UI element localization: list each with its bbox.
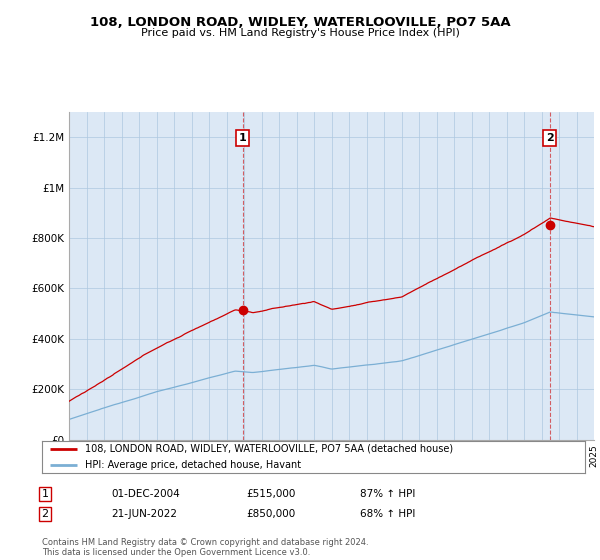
Text: 87% ↑ HPI: 87% ↑ HPI <box>360 489 415 499</box>
Text: 108, LONDON ROAD, WIDLEY, WATERLOOVILLE, PO7 5AA (detached house): 108, LONDON ROAD, WIDLEY, WATERLOOVILLE,… <box>85 444 454 454</box>
Text: 2: 2 <box>41 509 49 519</box>
Text: 21-JUN-2022: 21-JUN-2022 <box>111 509 177 519</box>
Text: HPI: Average price, detached house, Havant: HPI: Average price, detached house, Hava… <box>85 460 302 470</box>
Text: 108, LONDON ROAD, WIDLEY, WATERLOOVILLE, PO7 5AA: 108, LONDON ROAD, WIDLEY, WATERLOOVILLE,… <box>89 16 511 29</box>
Text: 2: 2 <box>546 133 554 143</box>
Text: 01-DEC-2004: 01-DEC-2004 <box>111 489 180 499</box>
Text: 1: 1 <box>239 133 247 143</box>
Text: £515,000: £515,000 <box>246 489 295 499</box>
Text: £850,000: £850,000 <box>246 509 295 519</box>
Text: 68% ↑ HPI: 68% ↑ HPI <box>360 509 415 519</box>
Text: 1: 1 <box>41 489 49 499</box>
Text: Price paid vs. HM Land Registry's House Price Index (HPI): Price paid vs. HM Land Registry's House … <box>140 28 460 38</box>
Text: Contains HM Land Registry data © Crown copyright and database right 2024.
This d: Contains HM Land Registry data © Crown c… <box>42 538 368 557</box>
